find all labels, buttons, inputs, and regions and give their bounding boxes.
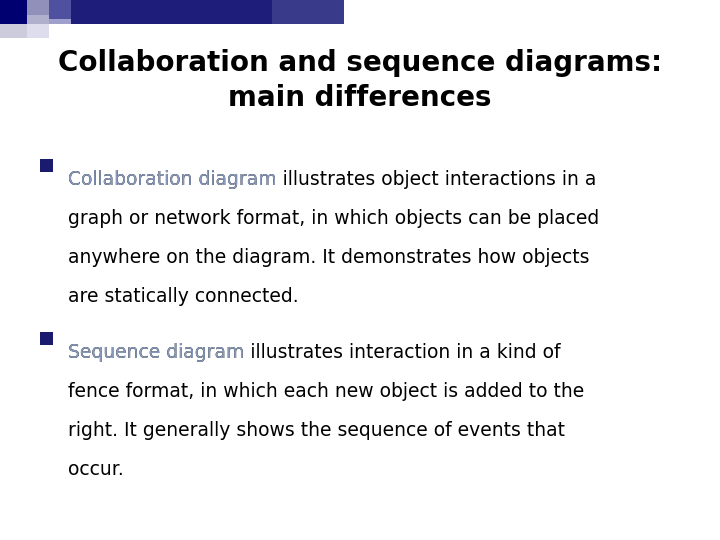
Text: right. It generally shows the sequence of events that: right. It generally shows the sequence o… [68,421,565,440]
Bar [27,24,49,38]
Bar [49,19,71,24]
Bar [272,0,344,24]
Bar [27,15,49,24]
Bar [0,0,27,24]
Text: are statically connected.: are statically connected. [68,287,299,306]
Bar [71,0,272,24]
Bar [40,332,53,345]
Text: fence format, in which each new object is added to the: fence format, in which each new object i… [68,382,585,401]
Bar [40,159,53,172]
Text: occur.: occur. [68,460,124,478]
Text: Collaboration and sequence diagrams:
main differences: Collaboration and sequence diagrams: mai… [58,49,662,112]
Bar [0,24,27,38]
Text: Collaboration diagram: Collaboration diagram [68,170,277,189]
Text: graph or network format, in which objects can be placed: graph or network format, in which object… [68,209,600,228]
Bar [49,0,71,19]
Bar [27,0,49,15]
Text: Collaboration diagram illustrates object interactions in a: Collaboration diagram illustrates object… [68,170,597,189]
Text: Sequence diagram: Sequence diagram [68,343,245,362]
Text: anywhere on the diagram. It demonstrates how objects: anywhere on the diagram. It demonstrates… [68,248,590,267]
Text: Sequence diagram illustrates interaction in a kind of: Sequence diagram illustrates interaction… [68,343,561,362]
